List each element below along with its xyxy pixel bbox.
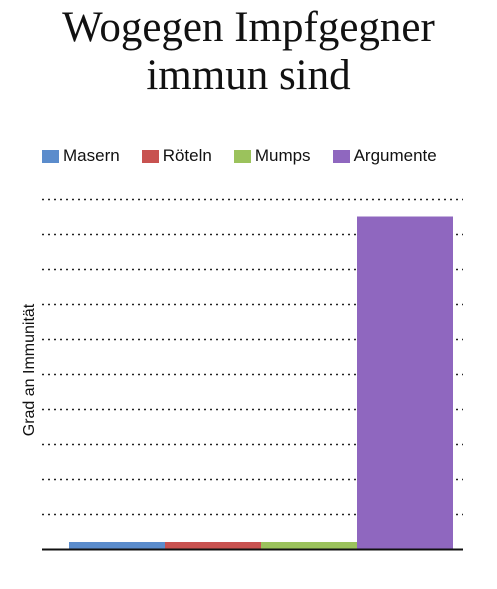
legend-swatch-roeteln: [141, 149, 159, 163]
legend-swatch-mumps: [233, 149, 251, 163]
legend-swatch-masern: [42, 149, 59, 163]
legend-label-mumps: Mumps: [254, 146, 311, 165]
legend-item-roeteln: Röteln: [141, 146, 212, 166]
chart-title: Wogegen Impfgegner immun sind: [0, 4, 497, 100]
chart-title-line-2: immun sind: [146, 52, 351, 99]
legend-label-argumente: Argumente: [353, 146, 437, 165]
legend: Masern Röteln Mumps Argumente: [42, 146, 459, 166]
legend-label-roeteln: Röteln: [162, 146, 212, 165]
bar-mumps: [261, 542, 357, 549]
legend-item-mumps: Mumps: [233, 146, 311, 166]
legend-item-argumente: Argumente: [332, 146, 437, 166]
legend-label-masern: Masern: [63, 146, 120, 165]
chart-title-line-1: Wogegen Impfgegner: [62, 4, 435, 51]
bar-roeteln: [165, 542, 261, 549]
bar-masern: [69, 542, 165, 549]
legend-swatch-argumente: [332, 149, 350, 163]
legend-item-masern: Masern: [42, 146, 120, 166]
bar-argumente: [357, 216, 453, 549]
